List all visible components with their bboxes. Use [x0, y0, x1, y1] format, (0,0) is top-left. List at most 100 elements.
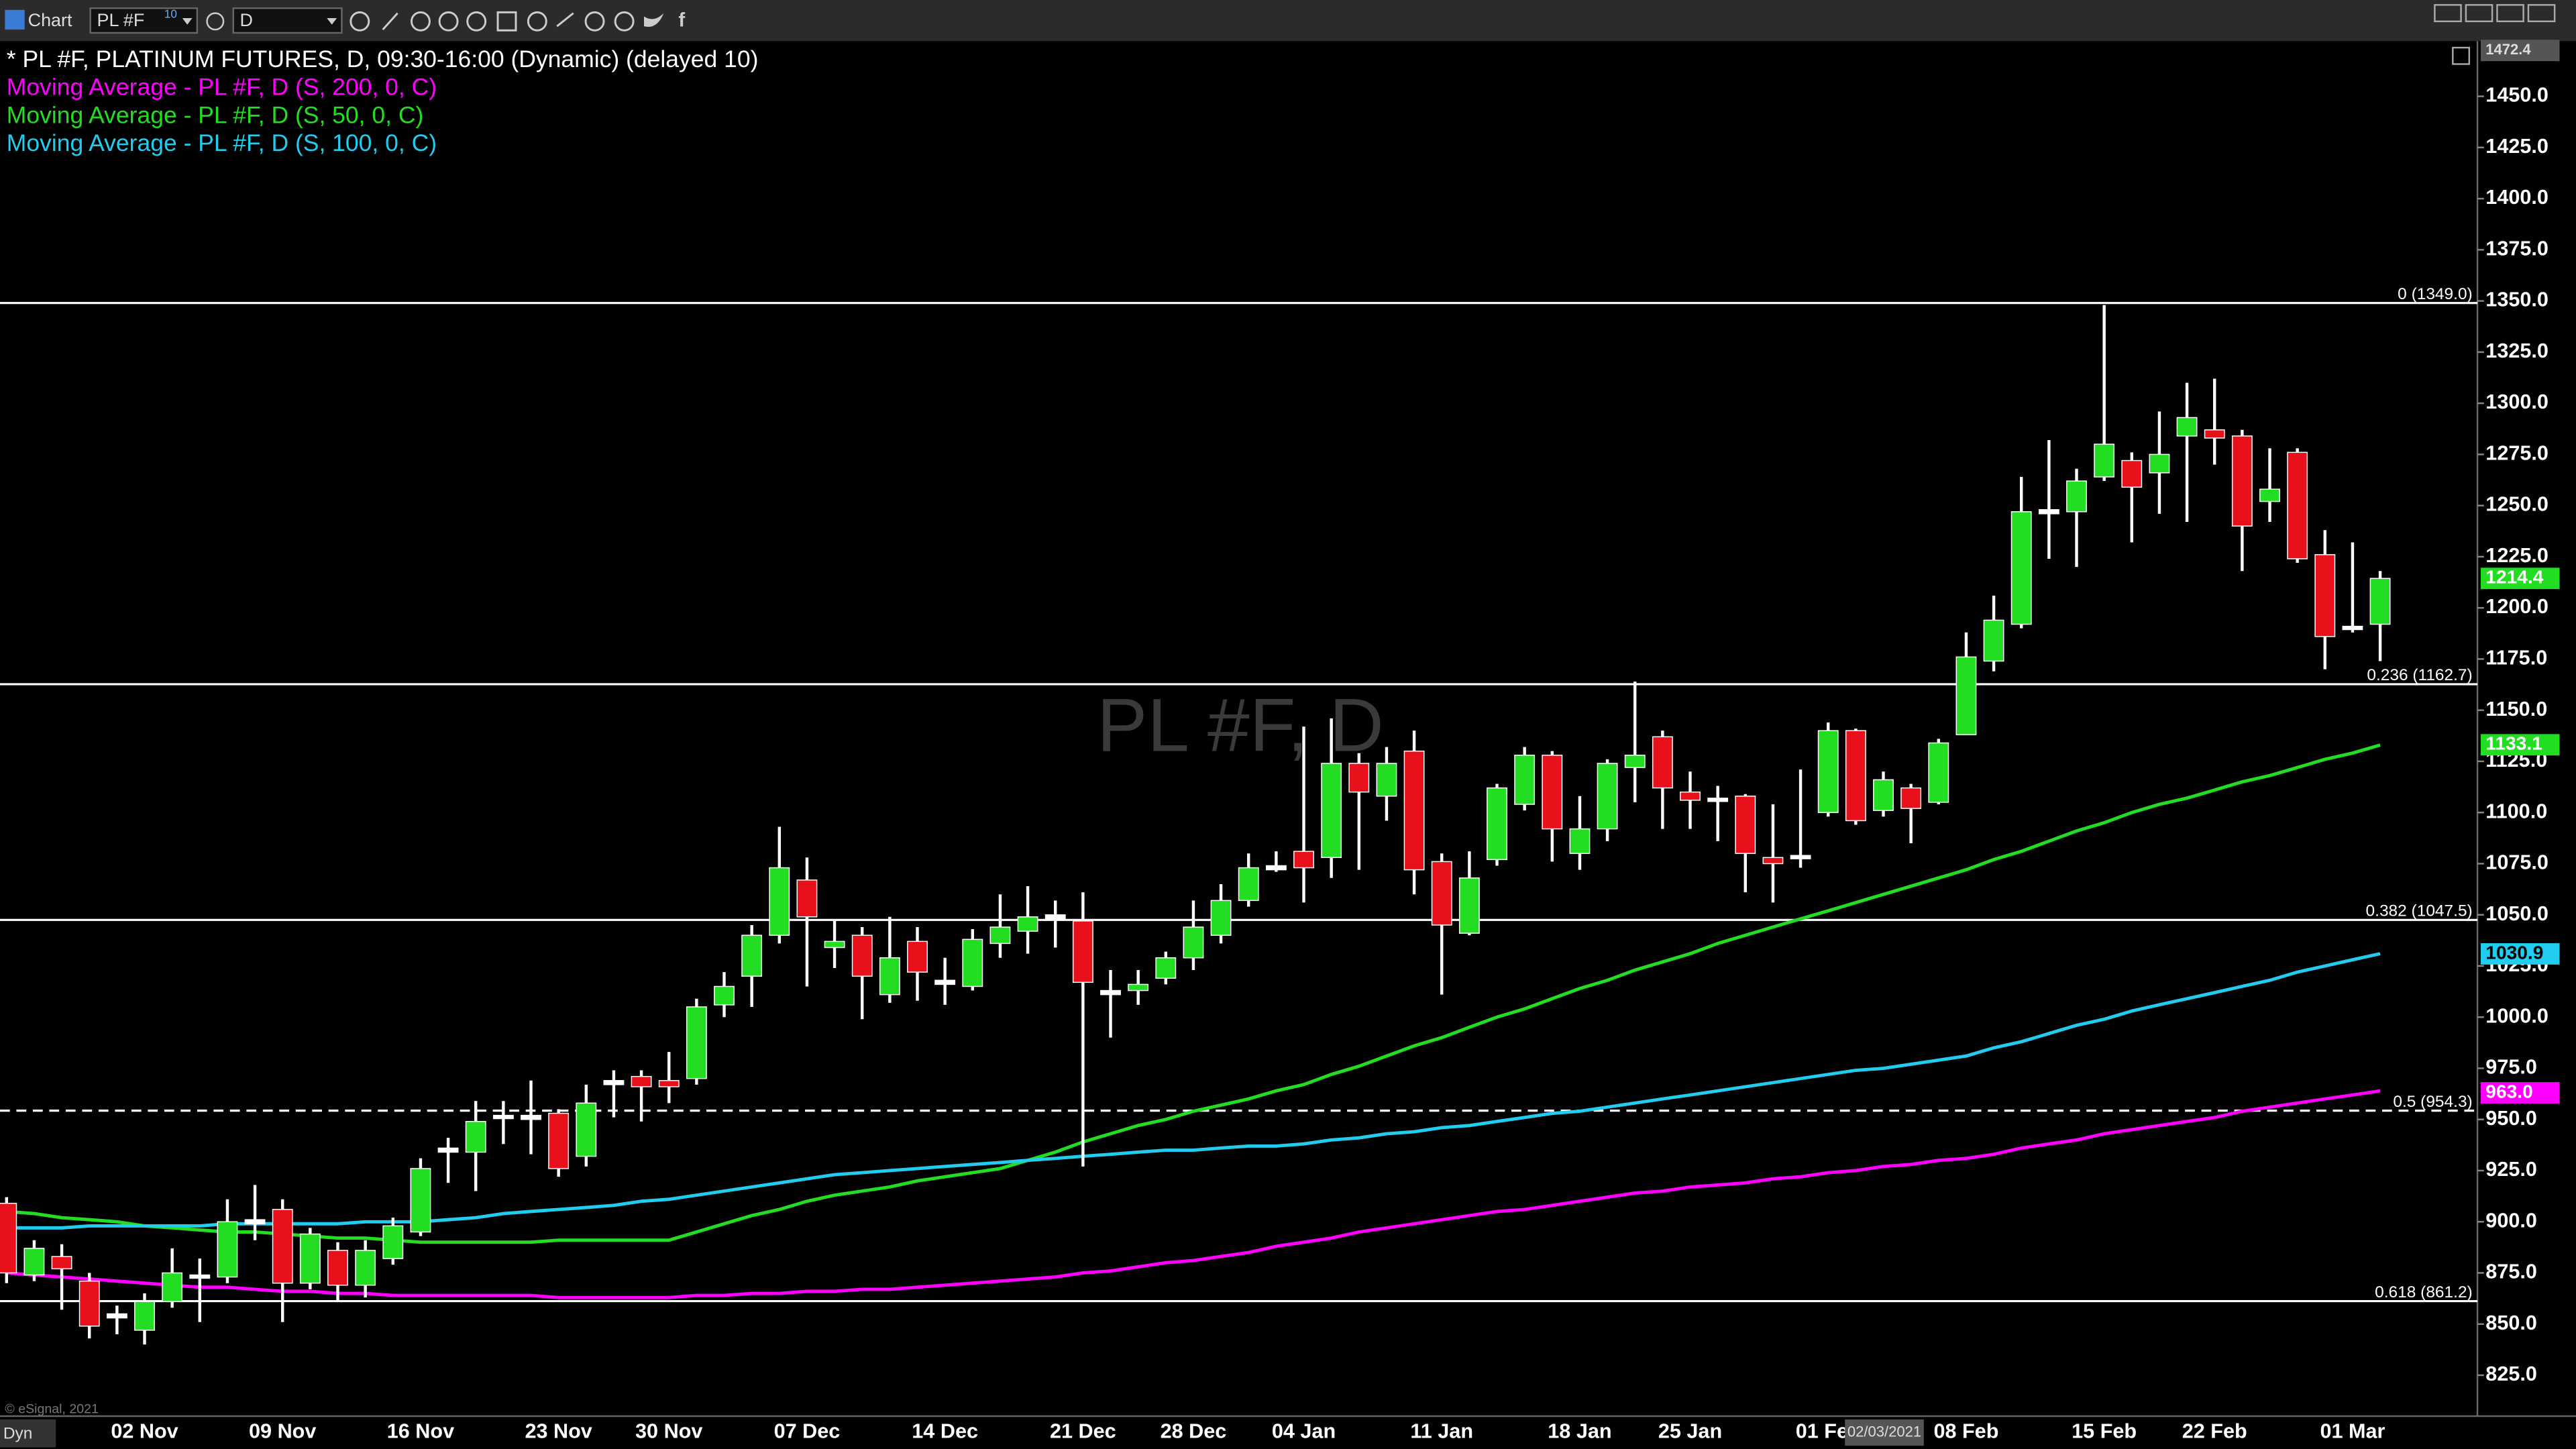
- chart-title: * PL #F, PLATINUM FUTURES, D, 09:30-16:0…: [7, 46, 759, 72]
- y-tick-label: 1325.0: [2485, 339, 2548, 362]
- y-tick-label: 1175.0: [2485, 647, 2547, 669]
- y-tick-label: 1225.0: [2485, 544, 2548, 567]
- toolbar: [0, 0, 2576, 42]
- candle-body: [1873, 779, 1894, 811]
- candle-body: [1900, 787, 1922, 809]
- price-marker-label: 963.0: [2485, 1081, 2532, 1102]
- candle-body: [851, 934, 873, 977]
- fib-label: 0.618 (861.2): [2375, 1283, 2473, 1301]
- dropdown-arrow[interactable]: [327, 17, 337, 25]
- link-icon[interactable]: [206, 12, 225, 31]
- candle-body: [1845, 730, 1866, 822]
- x-tick-label: 15 Feb: [2072, 1420, 2137, 1443]
- y-tick-label: 1275.0: [2485, 441, 2548, 464]
- y-tick-label: 825.0: [2485, 1362, 2537, 1385]
- candle-body: [934, 979, 956, 985]
- candle-body: [714, 985, 735, 1006]
- y-tick-label: 1450.0: [2485, 84, 2548, 107]
- tool-icons[interactable]: [350, 11, 635, 32]
- candle-body: [1817, 730, 1839, 813]
- y-tick-label: 875.0: [2485, 1260, 2537, 1283]
- x-tick-label: 07 Dec: [774, 1420, 841, 1443]
- y-tick-label: 950.0: [2485, 1107, 2537, 1130]
- candle-body: [1707, 798, 1729, 802]
- x-tick-label: 30 Nov: [635, 1420, 702, 1443]
- y-tick-label: 1375.0: [2485, 237, 2548, 260]
- candle-body: [576, 1102, 597, 1157]
- candle-body: [217, 1221, 238, 1278]
- candle-body: [1376, 763, 1397, 797]
- candle-body: [603, 1080, 625, 1085]
- candle-body: [2038, 509, 2059, 515]
- facebook-icon[interactable]: f: [678, 9, 685, 32]
- window-buttons[interactable]: [2434, 4, 2556, 23]
- interval[interactable]: D: [240, 10, 253, 30]
- candle-body: [162, 1272, 183, 1302]
- candle-body: [410, 1168, 431, 1233]
- candle-body: [2121, 460, 2143, 488]
- y-tick-label: 925.0: [2485, 1158, 2537, 1181]
- candle-body: [272, 1209, 293, 1284]
- y-tick-label: 1350.0: [2485, 288, 2548, 311]
- candle-body: [769, 867, 790, 936]
- x-tick-label: 23 Nov: [525, 1420, 592, 1443]
- candle-body: [1100, 989, 1121, 996]
- mode-box[interactable]: [0, 1419, 56, 1448]
- candle-body: [2231, 435, 2253, 527]
- fib-label: 0.236 (1162.7): [2367, 666, 2472, 684]
- candle-body: [824, 941, 845, 949]
- x-tick-label: 01 Mar: [2320, 1420, 2385, 1443]
- candle-body: [1652, 736, 1673, 789]
- candle-body: [1955, 656, 1977, 736]
- candle-body: [1403, 750, 1425, 871]
- y-tick-label: 1050.0: [2485, 902, 2548, 925]
- candle-body: [796, 879, 818, 918]
- y-tick-label: 1000.0: [2485, 1004, 2548, 1027]
- y-tick-label: 1400.0: [2485, 186, 2548, 209]
- candle-body: [1680, 791, 1701, 801]
- candle-body: [1321, 763, 1342, 859]
- legend-entry: Moving Average - PL #F, D (S, 200, 0, C): [7, 74, 437, 101]
- candle-body: [106, 1313, 127, 1319]
- price-marker-label: 1214.4: [2485, 567, 2543, 588]
- candle-body: [382, 1225, 404, 1259]
- candle-body: [2066, 480, 2087, 513]
- y-tick-label: 1100.0: [2485, 800, 2547, 822]
- copyright: © eSignal, 2021: [5, 1401, 99, 1416]
- candle-body: [686, 1006, 707, 1079]
- cursor-date-box: [1845, 1419, 1924, 1446]
- candle-body: [2287, 451, 2308, 559]
- candle-body: [1735, 796, 1756, 854]
- plot: 825.0 850.0 875.0 900.0 925.0 950.0 975.0 1000.…: [0, 84, 2548, 1385]
- candle-body: [1431, 861, 1452, 926]
- candle-body: [2314, 554, 2336, 637]
- candle-body: [2259, 488, 2280, 502]
- x-tick-label: 28 Dec: [1161, 1420, 1227, 1443]
- candle-body: [1569, 828, 1591, 854]
- fib-label: 0.382 (1047.5): [2366, 902, 2473, 920]
- candle-body: [741, 934, 763, 977]
- x-tick-label: 22 Feb: [2182, 1420, 2247, 1443]
- candle-body: [1183, 926, 1204, 959]
- y-tick-label: 1300.0: [2485, 390, 2548, 413]
- symbol[interactable]: PL #F: [97, 10, 144, 30]
- candle-body: [299, 1233, 321, 1284]
- symbol-box[interactable]: [89, 7, 199, 34]
- interval-box[interactable]: [232, 7, 343, 34]
- candle-body: [1293, 851, 1314, 869]
- mode[interactable]: Dyn: [3, 1424, 33, 1442]
- candle-body: [465, 1121, 486, 1153]
- candle-body: [2342, 625, 2363, 631]
- price-marker-label: 1133.1: [2485, 733, 2542, 754]
- candle-body: [1928, 742, 1949, 803]
- twitter-icon[interactable]: [644, 13, 664, 27]
- candle-body: [1017, 916, 1038, 932]
- window-icon[interactable]: [2452, 46, 2471, 65]
- candle-body: [1238, 867, 1259, 902]
- x-tick-label: 14 Dec: [912, 1420, 978, 1443]
- price-marker: [2480, 734, 2560, 756]
- candle-body: [1790, 855, 1811, 859]
- dropdown-arrow[interactable]: [182, 17, 193, 25]
- candle-body: [1128, 983, 1149, 991]
